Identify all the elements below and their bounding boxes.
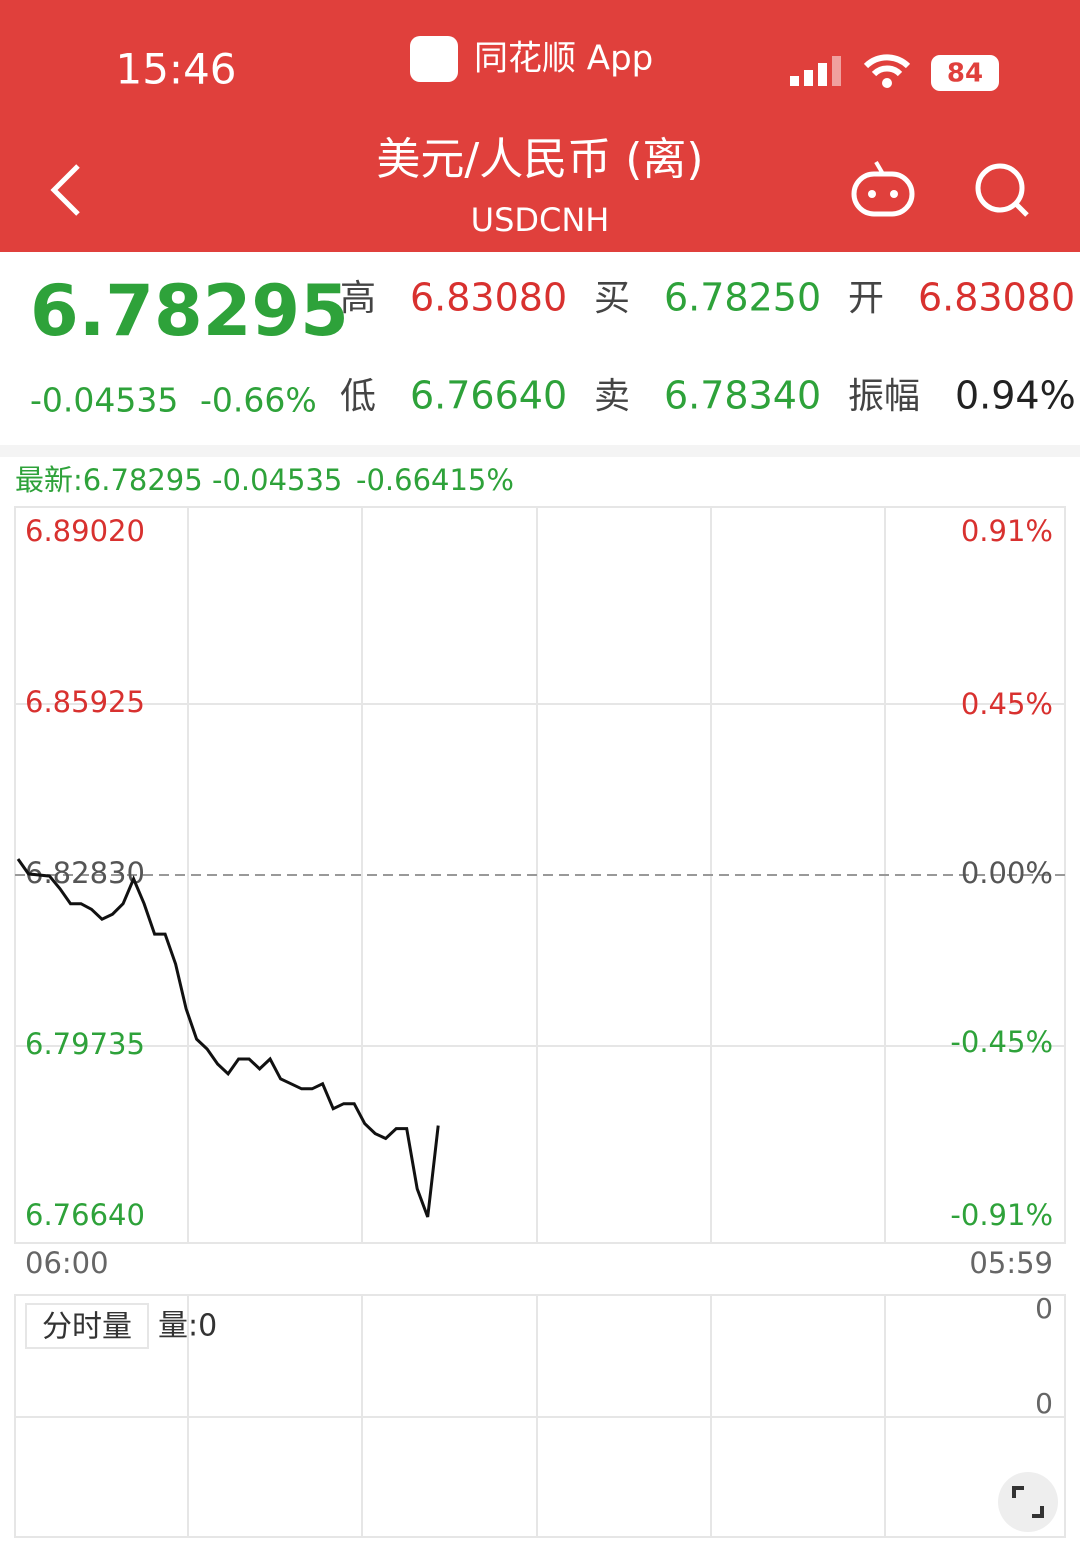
field-value: 0.94% [955, 374, 1076, 418]
y-tick-label: 6.85925 [25, 685, 145, 719]
y-tick-label: 6.79735 [25, 1027, 145, 1061]
volume-tab-bg[interactable] [25, 1303, 149, 1349]
field-value: 6.83080 [410, 276, 567, 320]
app-icon [410, 36, 458, 82]
field-label: 振幅 [848, 376, 920, 417]
latest-change: -0.04535 [212, 463, 342, 497]
volume-label: 量:0 [158, 1309, 217, 1344]
y-tick-label: 6.89020 [25, 514, 145, 548]
field-label: 高 [340, 278, 376, 319]
y2-tick-label: 0.00% [961, 856, 1053, 890]
volume-axis-top: 0 [1035, 1292, 1053, 1325]
page-title: 美元/人民币 (离) [376, 134, 703, 185]
field-value: 6.78250 [664, 276, 821, 320]
robot-button[interactable] [851, 160, 915, 217]
status-time: 15:46 [115, 45, 236, 94]
price-line [16, 858, 440, 1218]
wifi-icon [863, 54, 911, 77]
divider [0, 445, 1080, 457]
y-tick-label: 6.76640 [25, 1198, 145, 1232]
field-value: 6.83080 [918, 276, 1075, 320]
price-change-pct: -0.66% [200, 381, 317, 420]
field-value: 6.78340 [664, 374, 821, 418]
latest-change-pct: -0.66415% [356, 463, 514, 497]
y2-tick-label: -0.45% [950, 1025, 1053, 1059]
field-label: 卖 [594, 376, 630, 417]
x-tick-label: 06:00 [25, 1246, 109, 1280]
y2-tick-label: 0.91% [961, 514, 1053, 548]
volume-tab[interactable]: 分时量 [42, 1310, 132, 1345]
battery-icon [931, 55, 999, 91]
volume-axis-bottom: 0 [1035, 1387, 1053, 1420]
last-price: 6.78295 [30, 270, 349, 352]
wifi-dot [882, 78, 892, 88]
field-label: 开 [848, 278, 884, 319]
field-value: 6.76640 [410, 374, 567, 418]
y-tick-label: 6.82830 [25, 856, 145, 890]
price-change: -0.04535 [30, 381, 178, 420]
field-label: 低 [340, 376, 376, 417]
fullscreen-button[interactable] [998, 1472, 1058, 1532]
search-button[interactable] [975, 163, 1029, 217]
app-name: 同花顺 App [474, 39, 653, 79]
field-label: 买 [594, 278, 630, 319]
chart-frame [14, 506, 1066, 1244]
signal-icon [790, 56, 841, 86]
x-tick-label: 05:59 [969, 1246, 1053, 1280]
back-button[interactable] [50, 164, 80, 216]
y2-tick-label: -0.91% [950, 1198, 1053, 1232]
vertical-grid [187, 507, 886, 1537]
battery-level: 84 [947, 59, 983, 89]
latest-label: 最新:6.78295 [15, 463, 203, 497]
y2-tick-label: 0.45% [961, 687, 1053, 721]
symbol-code: USDCNH [471, 201, 610, 239]
